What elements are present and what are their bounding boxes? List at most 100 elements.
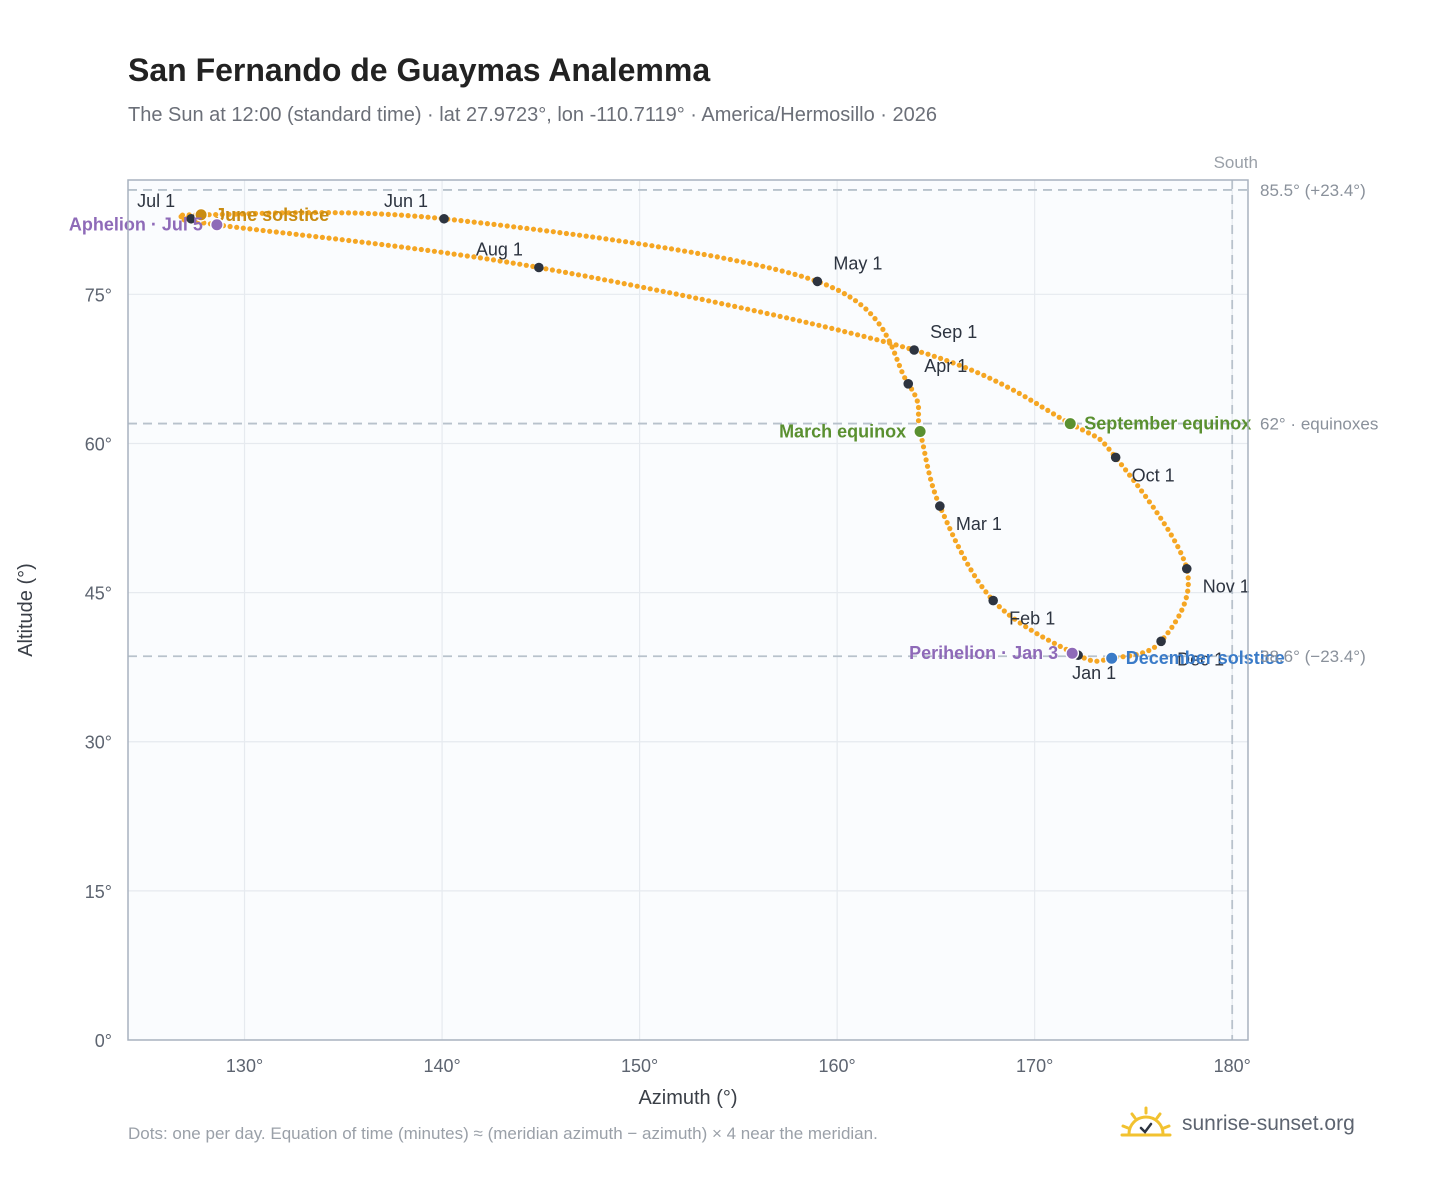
event-label: Perihelion · Jan 3	[909, 643, 1058, 663]
event-label: June solstice	[215, 205, 329, 225]
event-marker	[913, 424, 927, 439]
month-marker	[534, 262, 544, 273]
day-dot	[366, 240, 372, 246]
day-dot	[1040, 634, 1046, 640]
day-dot	[1140, 650, 1146, 656]
reference-lines	[128, 180, 1248, 1040]
day-dot	[497, 258, 503, 264]
day-dot	[178, 214, 184, 220]
y-tick-label: 45°	[85, 584, 112, 604]
event-label: September equinox	[1084, 414, 1251, 434]
chart-subtitle: The Sun at 12:00 (standard time) · lat 2…	[128, 104, 938, 126]
y-tick-label: 75°	[85, 285, 112, 305]
x-axis-label: Azimuth (°)	[638, 1087, 737, 1109]
day-dot	[279, 210, 285, 216]
day-dot	[858, 302, 864, 308]
day-dot	[253, 227, 260, 233]
month-label: Nov 1	[1203, 577, 1250, 597]
day-dot	[979, 584, 985, 590]
day-dot	[1172, 538, 1178, 544]
day-dot	[872, 316, 878, 322]
day-dot	[213, 212, 219, 218]
day-dot	[273, 229, 279, 235]
day-dot	[758, 309, 764, 315]
day-dot	[1169, 624, 1175, 630]
day-dot	[641, 284, 647, 291]
brand-logo[interactable]: sunrise-sunset.org	[1120, 1102, 1355, 1146]
day-dot	[987, 375, 993, 381]
day-dot	[947, 526, 953, 532]
day-dot	[809, 321, 816, 327]
day-dot	[1085, 430, 1092, 436]
day-dot	[883, 332, 889, 338]
day-dot	[498, 222, 504, 228]
day-dot	[914, 398, 920, 404]
day-dot	[999, 381, 1005, 387]
day-dot	[1154, 510, 1160, 516]
day-dot	[1176, 613, 1182, 619]
day-dot	[1165, 630, 1171, 636]
day-dot	[955, 544, 962, 550]
day-dot	[325, 210, 332, 216]
day-dot	[634, 283, 640, 289]
day-dot	[418, 246, 424, 253]
day-dot	[1185, 581, 1191, 588]
day-dot	[1123, 467, 1129, 473]
day-dot	[1183, 595, 1189, 601]
footnote: Dots: one per day. Equation of time (min…	[128, 1124, 878, 1143]
day-dot	[708, 253, 714, 259]
day-dot	[471, 254, 477, 260]
day-dot	[1045, 407, 1051, 413]
day-dot	[1016, 390, 1022, 396]
day-dot	[557, 230, 563, 236]
day-dot	[923, 457, 929, 463]
day-dot	[686, 294, 692, 300]
day-dot	[286, 230, 293, 237]
day-dot	[958, 549, 965, 556]
day-dot	[887, 340, 893, 346]
day-dot	[1178, 550, 1184, 556]
day-dot	[956, 362, 962, 368]
y-tick-label: 30°	[85, 733, 112, 753]
day-dot	[642, 242, 648, 248]
event-label: March equinox	[779, 422, 906, 442]
day-dot	[412, 213, 418, 219]
day-dot	[835, 287, 842, 293]
day-dot	[915, 411, 922, 417]
day-dot	[326, 235, 332, 241]
day-dot	[938, 355, 944, 361]
day-dot	[971, 573, 978, 579]
day-dot	[1180, 556, 1186, 562]
day-dot	[615, 279, 621, 285]
day-dot	[647, 286, 653, 292]
day-dot	[379, 211, 385, 217]
day-dot	[1039, 404, 1045, 410]
day-dot	[764, 310, 770, 317]
day-dot	[1012, 616, 1018, 622]
day-dot	[352, 210, 358, 216]
day-dot	[458, 218, 464, 224]
day-dot	[1028, 397, 1034, 403]
day-dot	[760, 263, 766, 269]
day-dot	[867, 335, 874, 341]
month-marker	[1181, 563, 1192, 574]
day-dot	[975, 578, 981, 584]
y-tick-label: 0°	[95, 1031, 112, 1051]
day-dot	[926, 470, 932, 476]
month-label: Dec 1	[1177, 649, 1224, 669]
month-label: Feb 1	[1009, 609, 1055, 629]
day-dot	[863, 306, 869, 312]
day-dot	[252, 210, 259, 217]
day-dot	[1135, 483, 1141, 489]
day-dot	[511, 224, 517, 230]
day-dot	[477, 255, 483, 261]
day-dot	[822, 324, 828, 330]
day-dot	[688, 249, 694, 255]
analemma-curve	[178, 209, 1191, 664]
event-marker	[1104, 651, 1119, 666]
day-dot	[771, 312, 777, 318]
day-dot	[944, 358, 950, 364]
day-dot	[1100, 657, 1107, 663]
day-dot	[915, 404, 922, 411]
day-dot	[751, 308, 757, 314]
